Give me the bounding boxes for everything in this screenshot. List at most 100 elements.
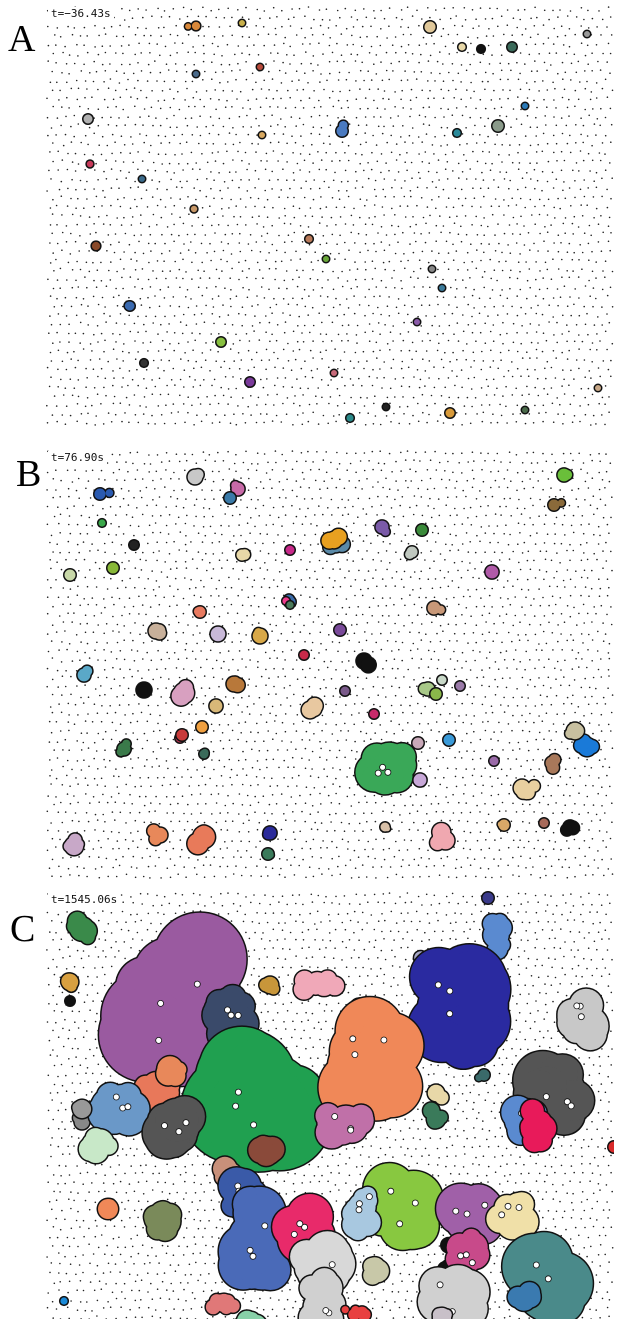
cluster-blob <box>258 975 281 996</box>
cluster-blob <box>556 987 610 1052</box>
cluster-blob <box>209 625 227 643</box>
cluster-blob <box>128 539 140 551</box>
cluster-blob <box>229 479 246 497</box>
particle-field-c <box>46 891 614 1319</box>
cluster-blob <box>257 130 267 140</box>
cluster-blob <box>59 972 80 994</box>
cluster-blob <box>123 300 136 312</box>
cluster-blob <box>512 778 542 801</box>
cluster-blob <box>170 678 196 707</box>
cluster-blob <box>572 733 601 758</box>
panel-c: t=1545.06s <box>44 891 614 1319</box>
panel-a: t=−36.43s <box>44 5 614 430</box>
cluster-blob <box>426 600 447 616</box>
cluster-blob <box>183 20 202 32</box>
cluster-blob <box>142 1199 183 1243</box>
cluster-blob <box>423 20 437 34</box>
cluster-blob <box>255 62 265 72</box>
cluster-blob <box>374 519 392 538</box>
cluster-blob <box>195 720 209 734</box>
cluster-blob <box>204 1292 242 1316</box>
particle-dots <box>46 6 614 426</box>
cluster-blob <box>86 1081 151 1137</box>
cluster-blob <box>261 825 278 841</box>
cluster-blob <box>340 1304 373 1319</box>
cluster-blob <box>292 969 346 1001</box>
cluster-blob <box>379 821 392 833</box>
cluster-blob <box>429 687 443 701</box>
cluster-blob <box>344 412 356 424</box>
cluster-blob <box>412 317 422 327</box>
cluster-blob <box>520 101 530 111</box>
cluster-blob <box>215 336 227 348</box>
cluster-blob <box>427 264 437 274</box>
cluster-blob <box>298 649 310 661</box>
panel-letter-a: A <box>8 18 36 60</box>
cluster-blob <box>506 1280 543 1313</box>
cluster-blob <box>63 568 77 582</box>
panel-b: t=76.90s <box>44 449 614 879</box>
cluster-blob <box>473 1068 491 1083</box>
cluster-blob <box>360 1161 445 1252</box>
cluster-blob <box>141 1094 207 1160</box>
cluster-blob <box>115 738 132 758</box>
cluster-blob <box>520 405 530 415</box>
cluster-blob <box>484 1190 540 1241</box>
panel-letter-b: B <box>16 453 42 495</box>
cluster-blob <box>191 69 201 79</box>
cluster-blob <box>361 1255 391 1287</box>
cluster-blob <box>62 832 86 857</box>
cluster-blob <box>208 698 224 714</box>
cluster-blob <box>58 1295 70 1307</box>
cluster-blob <box>406 943 512 1070</box>
cluster-blob <box>300 696 325 720</box>
cluster-blob <box>437 283 447 293</box>
cluster-blob <box>96 1197 120 1221</box>
cluster-blob <box>340 1185 383 1242</box>
cluster-blob <box>96 517 108 529</box>
cluster-blob <box>444 407 456 419</box>
cluster-blob <box>416 1263 491 1319</box>
cluster-blob <box>415 523 429 537</box>
cluster-blob <box>368 708 380 720</box>
cluster-blob <box>488 755 500 767</box>
cluster-blob <box>426 1083 450 1106</box>
cluster-blob <box>563 721 586 741</box>
cluster-blob <box>82 113 94 125</box>
cluster-blob <box>192 605 207 619</box>
cluster-blob <box>556 467 574 483</box>
cluster-blob <box>65 910 99 946</box>
cluster-blob <box>90 240 102 252</box>
cluster-blob <box>403 545 419 561</box>
cluster-blob <box>519 1098 558 1154</box>
cluster-blob <box>297 1266 347 1319</box>
cluster-blob <box>500 1230 595 1319</box>
cluster-blob <box>484 564 500 580</box>
cluster-blob <box>320 527 349 550</box>
cluster-blob <box>135 681 153 699</box>
cluster-blob <box>582 29 592 39</box>
cluster-blob <box>186 824 217 856</box>
cluster-blob <box>246 1134 286 1168</box>
cluster-blob <box>261 847 276 861</box>
cluster-blob <box>235 1309 267 1319</box>
cluster-blob <box>70 1098 93 1120</box>
cluster-blob <box>496 818 511 832</box>
cluster-blob <box>434 1182 504 1248</box>
panel-letter-c: C <box>10 908 36 950</box>
cluster-blob <box>475 43 487 55</box>
cluster-blob <box>317 995 425 1124</box>
cluster-blob <box>355 652 377 674</box>
cluster-blob <box>442 733 456 747</box>
cluster-blob <box>559 819 581 837</box>
cluster-blob <box>481 912 514 961</box>
cluster-blob <box>154 1054 188 1088</box>
cluster-blob <box>77 1126 119 1165</box>
cluster-blob <box>451 127 463 139</box>
cluster-blob <box>329 368 339 378</box>
cluster-blob <box>421 1101 450 1130</box>
cluster-blob <box>138 357 150 369</box>
cluster-blob <box>284 544 296 556</box>
cluster-blob <box>314 1101 376 1150</box>
cluster-blob <box>506 41 518 53</box>
